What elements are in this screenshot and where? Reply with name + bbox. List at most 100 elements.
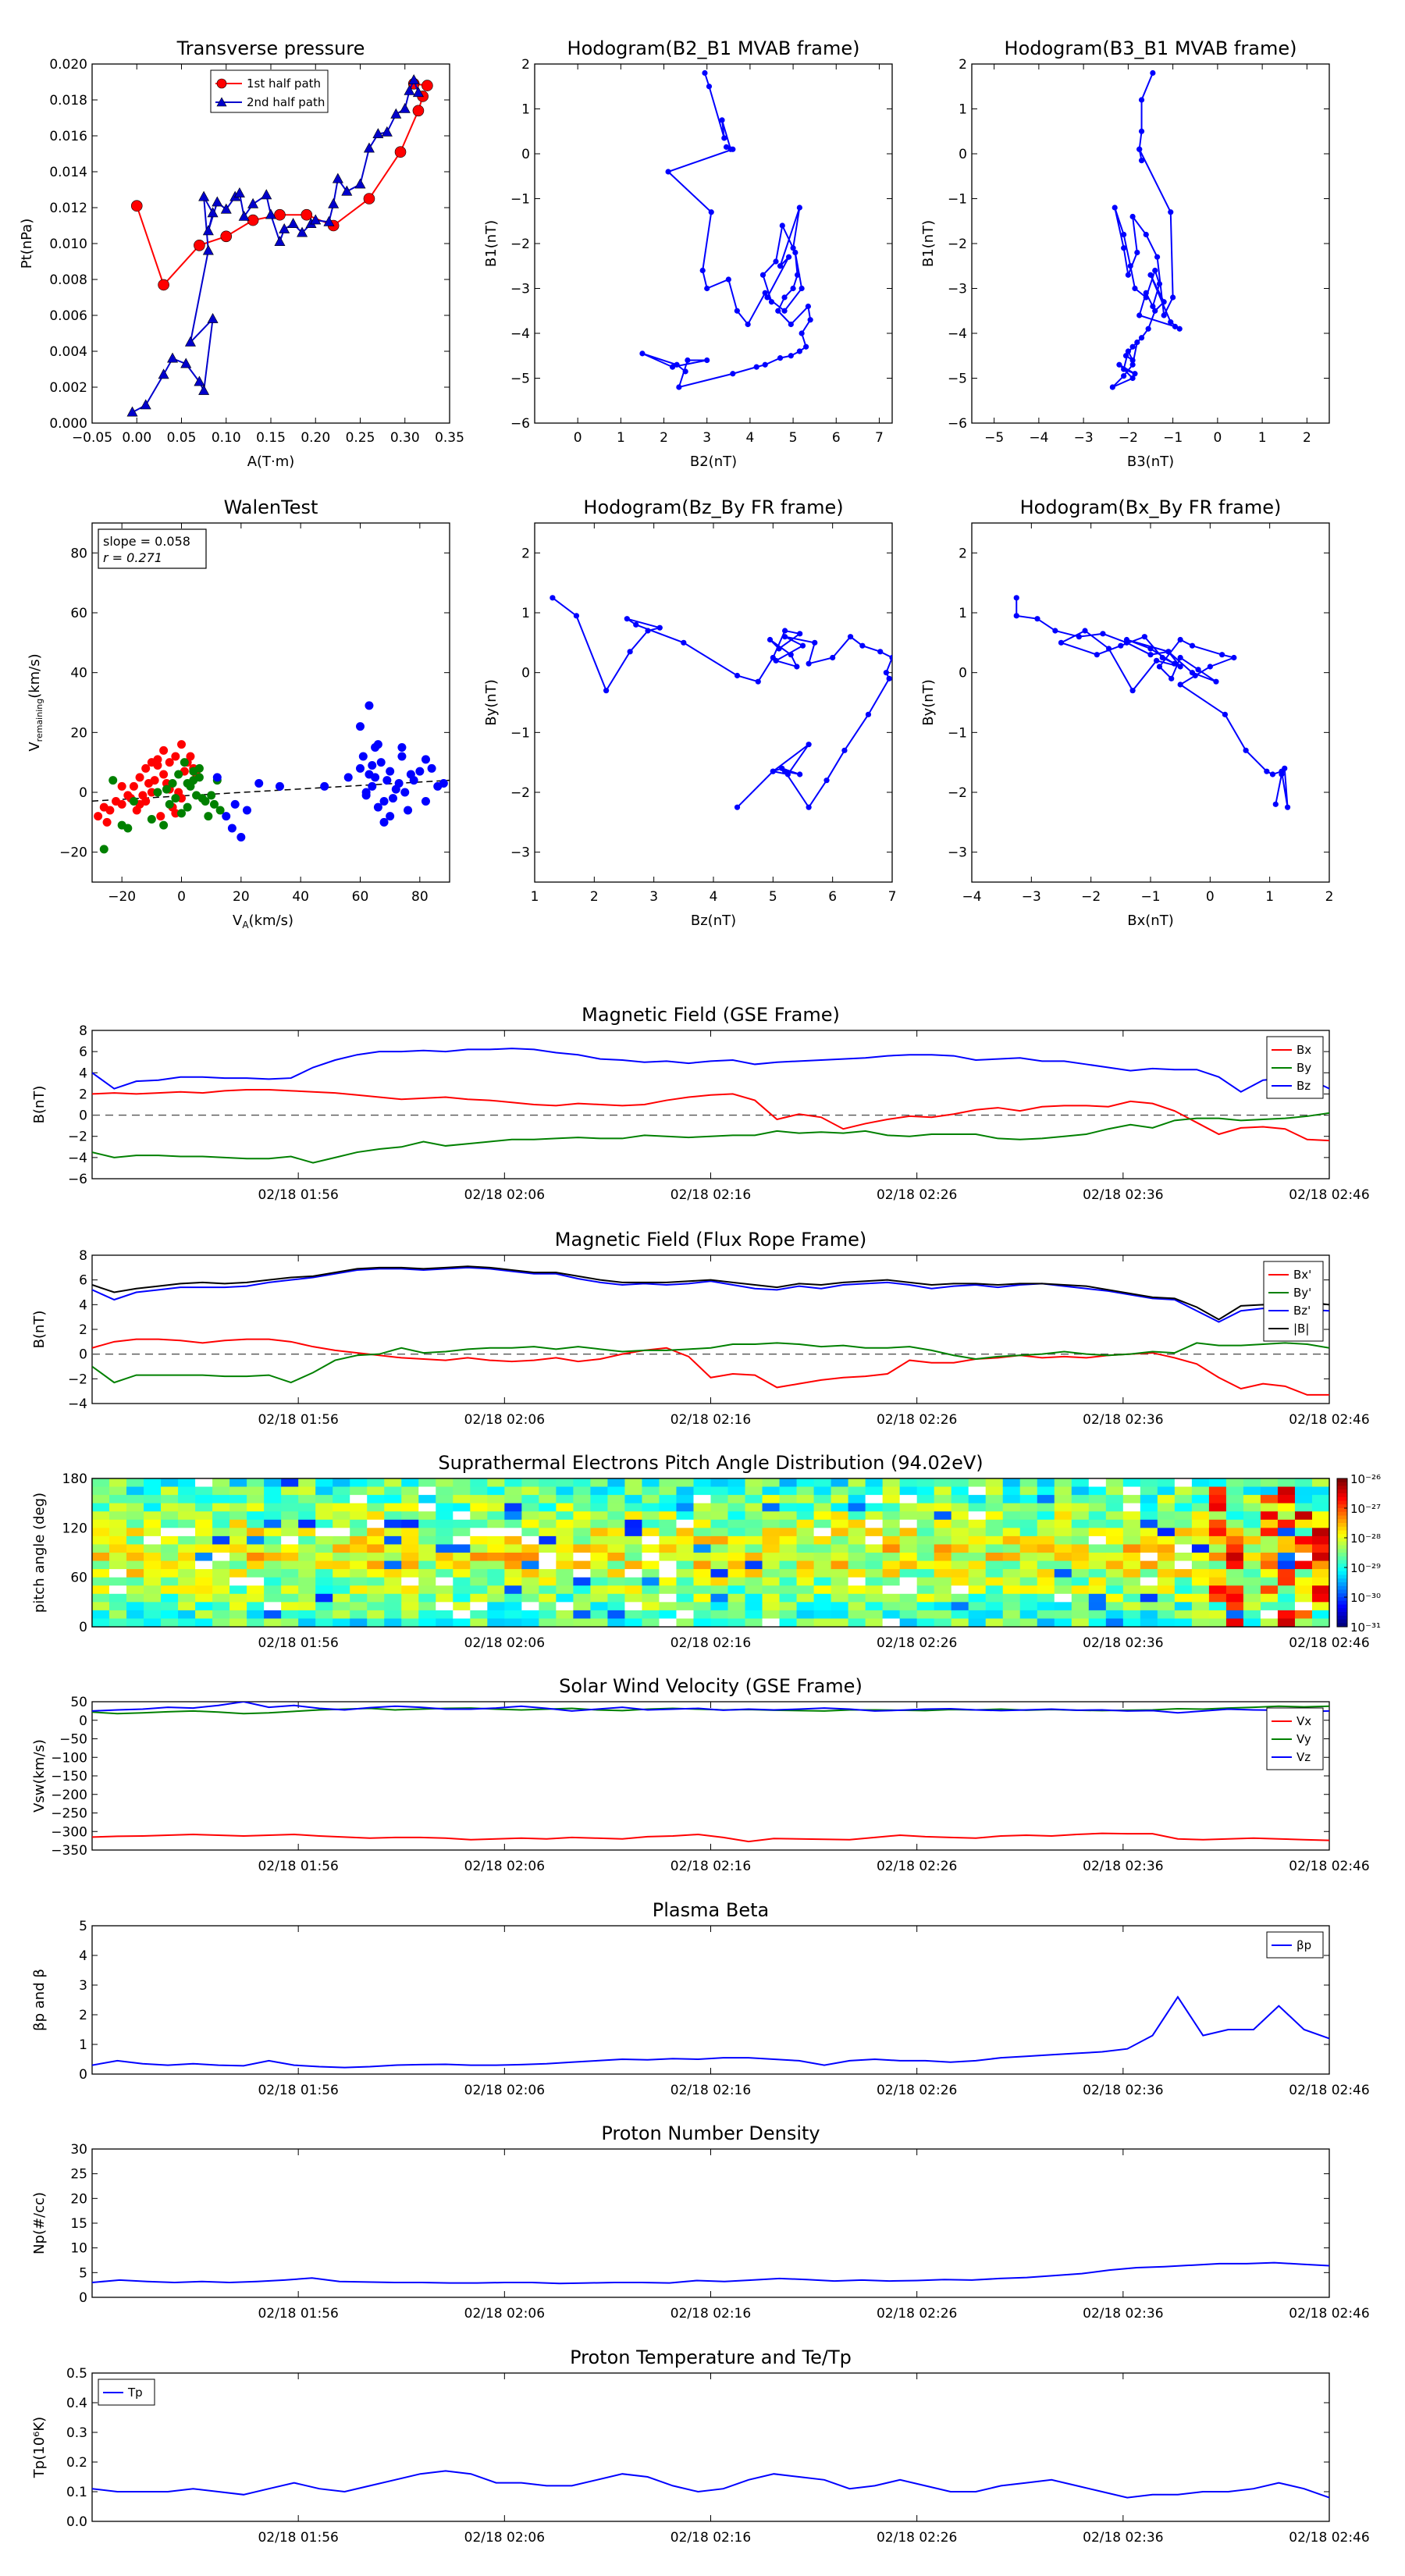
- heatmap-cell: [762, 1560, 781, 1570]
- heatmap-cell: [1054, 1511, 1072, 1521]
- data-point: [777, 263, 784, 269]
- data-point: [734, 308, 740, 314]
- heatmap-cell: [126, 1602, 144, 1611]
- data-point: [212, 196, 223, 207]
- walen-test-axes-frame: [91, 522, 450, 883]
- heatmap-cell: [676, 1511, 694, 1521]
- heatmap-cell: [1157, 1610, 1176, 1619]
- heatmap-cell: [590, 1602, 608, 1611]
- heatmap-cell: [813, 1585, 832, 1595]
- y-axis-label: By(nT): [483, 679, 500, 725]
- heatmap-cell: [1174, 1519, 1193, 1528]
- x-tick-label: 6: [828, 889, 837, 905]
- heatmap-cell: [315, 1535, 333, 1545]
- x-tick-label: 3: [649, 889, 658, 905]
- magnetic-field-gse-axes-frame: [91, 1030, 1330, 1179]
- heatmap-cell: [1225, 1610, 1244, 1619]
- heatmap-cell: [539, 1478, 557, 1488]
- heatmap-cell: [436, 1560, 454, 1570]
- heatmap-cell: [1037, 1528, 1055, 1537]
- heatmap-cell: [109, 1618, 127, 1628]
- heatmap-cell: [573, 1503, 591, 1512]
- heatmap-cell: [161, 1486, 179, 1496]
- heatmap-cell: [968, 1593, 987, 1603]
- heatmap-cell: [1277, 1602, 1296, 1611]
- heatmap-cell: [624, 1585, 642, 1595]
- heatmap-cell: [195, 1495, 213, 1504]
- data-point: [247, 197, 259, 208]
- data-point: [1231, 654, 1237, 661]
- x-tick-label: 0: [574, 430, 582, 446]
- heatmap-cell: [1105, 1535, 1124, 1545]
- heatmap-cell: [727, 1553, 746, 1562]
- heatmap-cell: [1225, 1503, 1244, 1512]
- data-point: [1177, 636, 1183, 643]
- heatmap-cell: [229, 1585, 247, 1595]
- heatmap-cell: [745, 1560, 763, 1570]
- heatmap-cell: [1208, 1553, 1227, 1562]
- data-point: [656, 624, 663, 631]
- heatmap-cell: [951, 1535, 969, 1545]
- heatmap-cell: [109, 1519, 127, 1528]
- data-point: [274, 236, 286, 247]
- y-tick-label: −4: [68, 1397, 87, 1412]
- data-point: [320, 781, 329, 791]
- heatmap-cell: [1191, 1511, 1210, 1521]
- heatmap-cell: [642, 1602, 660, 1611]
- legend-marker: [216, 97, 227, 107]
- heatmap-cell: [418, 1593, 436, 1603]
- heatmap-cell: [333, 1569, 350, 1578]
- heatmap-cell: [642, 1618, 660, 1628]
- heatmap-cell: [315, 1577, 333, 1586]
- heatmap-cell: [1260, 1519, 1279, 1528]
- heatmap-cell: [556, 1553, 574, 1562]
- heatmap-cell: [487, 1602, 505, 1611]
- heatmap-cell: [607, 1503, 625, 1512]
- data-point: [889, 654, 892, 661]
- heatmap-cell: [521, 1478, 539, 1488]
- heatmap-cell: [487, 1585, 505, 1595]
- heatmap-cell: [573, 1610, 591, 1619]
- heatmap-cell: [659, 1511, 677, 1521]
- data-point: [1168, 675, 1175, 681]
- colorbar-segment: [1337, 1519, 1347, 1524]
- heatmap-cell: [916, 1495, 935, 1504]
- heatmap-cell: [1088, 1535, 1107, 1545]
- y-tick-label: −20: [59, 845, 87, 861]
- x-tick-label: −4: [1029, 430, 1048, 446]
- heatmap-cell: [1174, 1495, 1193, 1504]
- heatmap-cell: [1243, 1618, 1261, 1628]
- heatmap-cell: [1157, 1528, 1176, 1537]
- heatmap-cell: [796, 1602, 815, 1611]
- heatmap-cell: [161, 1569, 179, 1578]
- y-tick-label: −300: [51, 1824, 87, 1840]
- heatmap-cell: [333, 1553, 350, 1562]
- pitch-angle-panel: Suprathermal Electrons Pitch Angle Distr…: [31, 1452, 1381, 1651]
- heatmap-cell: [762, 1511, 781, 1521]
- heatmap-cell: [418, 1486, 436, 1496]
- data-point: [194, 763, 204, 773]
- heatmap-cell: [556, 1602, 574, 1611]
- data-point: [1143, 294, 1149, 301]
- data-point: [153, 788, 162, 797]
- hodogram-bx-by-axes-frame: [971, 522, 1330, 883]
- heatmap-cell: [178, 1610, 196, 1619]
- y-tick-label: 0.020: [49, 57, 87, 73]
- heatmap-cell: [1019, 1560, 1038, 1570]
- heatmap-cell: [92, 1577, 110, 1586]
- heatmap-cell: [281, 1577, 299, 1586]
- data-point: [233, 187, 245, 197]
- data-point: [168, 779, 177, 788]
- data-point: [222, 812, 231, 821]
- heatmap-cell: [109, 1593, 127, 1603]
- series-line: [136, 83, 428, 286]
- heatmap-cell: [247, 1478, 265, 1488]
- heatmap-cell: [624, 1511, 642, 1521]
- heatmap-cell: [1054, 1535, 1072, 1545]
- heatmap-cell: [607, 1478, 625, 1488]
- colorbar-segment: [1337, 1496, 1347, 1501]
- heatmap-cell: [642, 1486, 660, 1496]
- heatmap-cell: [676, 1528, 694, 1537]
- heatmap-cell: [539, 1511, 557, 1521]
- heatmap-cell: [195, 1593, 213, 1603]
